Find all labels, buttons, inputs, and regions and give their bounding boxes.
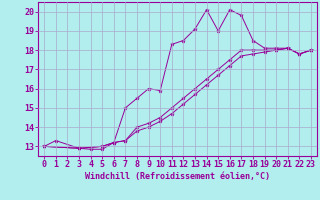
X-axis label: Windchill (Refroidissement éolien,°C): Windchill (Refroidissement éolien,°C) [85, 172, 270, 181]
